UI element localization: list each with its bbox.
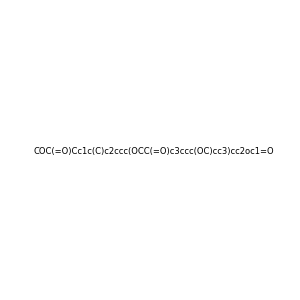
Text: COC(=O)Cc1c(C)c2ccc(OCC(=O)c3ccc(OC)cc3)cc2oc1=O: COC(=O)Cc1c(C)c2ccc(OCC(=O)c3ccc(OC)cc3)…	[33, 147, 274, 156]
